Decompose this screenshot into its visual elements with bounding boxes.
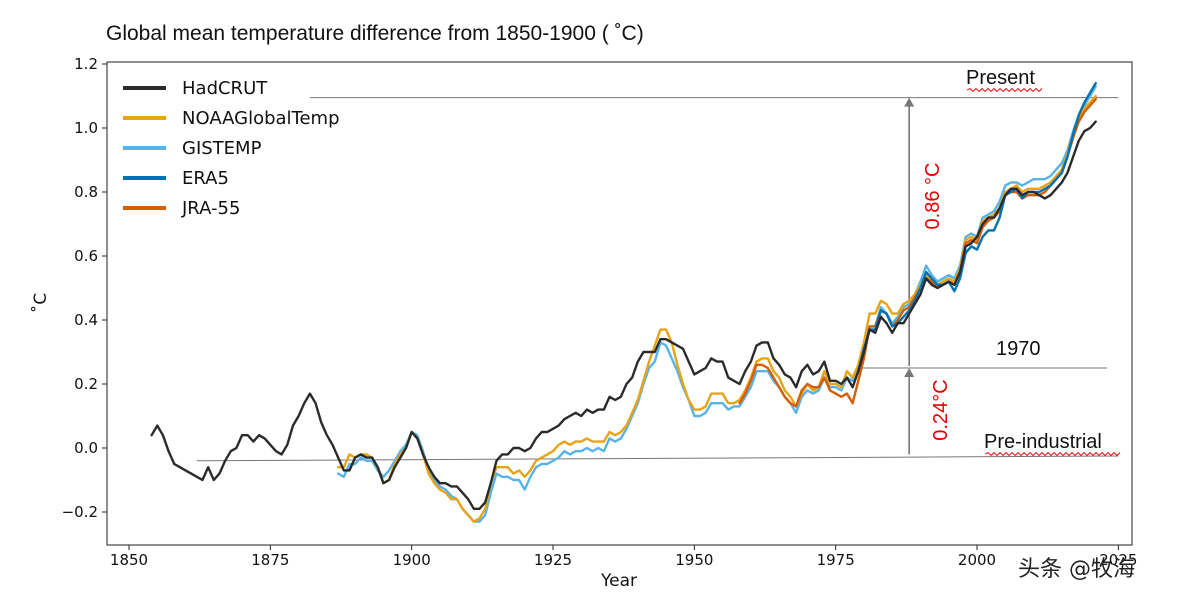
legend: HadCRUT NOAAGlobalTemp GISTEMP ERA5 JRA-55 bbox=[123, 78, 340, 219]
legend-label-gistemp: GISTEMP bbox=[182, 138, 262, 159]
legend-label-jra-55: JRA-55 bbox=[181, 198, 240, 219]
annotation-guides bbox=[196, 87, 1121, 462]
annotation-labels: Present 1970 Pre-industrial 0.86 °C 0.24… bbox=[922, 67, 1102, 453]
y-tick-label: 0.4 bbox=[74, 311, 98, 329]
x-tick-label: 1925 bbox=[534, 551, 572, 569]
series-layer bbox=[150, 82, 1097, 523]
y-tick-label: 0.6 bbox=[74, 247, 98, 265]
upper-arrow-head bbox=[904, 97, 915, 107]
chart-title: Global mean temperature difference from … bbox=[106, 22, 644, 45]
upper-difference-label: 0.86 °C bbox=[922, 163, 944, 230]
series-line-hadcrut bbox=[150, 120, 1097, 510]
y-axis-label: ˚C bbox=[30, 293, 51, 313]
series-line-noaaglobaltemp bbox=[336, 94, 1097, 523]
lower-arrow-head bbox=[904, 368, 915, 377]
x-tick-label: 1950 bbox=[675, 551, 713, 569]
legend-label-noaaglobaltemp: NOAAGlobalTemp bbox=[182, 108, 340, 129]
label-1970: 1970 bbox=[996, 338, 1041, 360]
present-spell-underline bbox=[966, 87, 1043, 93]
y-tick-label: 0.8 bbox=[74, 183, 98, 201]
legend-label-hadcrut: HadCRUT bbox=[182, 78, 268, 99]
watermark-text: 头条 @牧海 bbox=[1018, 557, 1135, 582]
x-tick-label: 1850 bbox=[110, 551, 148, 569]
x-tick-label: 1975 bbox=[817, 551, 855, 569]
series-line-jra-55 bbox=[738, 98, 1097, 408]
y-tick-label: 0.2 bbox=[74, 375, 98, 393]
y-axis-ticks: −0.2 0.0 0.2 0.4 0.6 0.8 1.0 1.2 bbox=[62, 55, 107, 521]
preindustrial-spell-underline bbox=[984, 451, 1121, 457]
y-tick-label: −0.2 bbox=[62, 503, 98, 521]
preindustrial-guide-line bbox=[196, 455, 1119, 462]
present-label: Present bbox=[966, 67, 1035, 89]
x-axis-label: Year bbox=[600, 571, 637, 591]
y-tick-label: 0.0 bbox=[74, 439, 98, 457]
x-tick-label: 2000 bbox=[958, 551, 996, 569]
y-tick-label: 1.0 bbox=[74, 119, 98, 137]
lower-difference-label: 0.24°C bbox=[930, 379, 952, 440]
x-tick-label: 1900 bbox=[393, 551, 431, 569]
x-tick-label: 1875 bbox=[251, 551, 289, 569]
y-tick-label: 1.2 bbox=[74, 55, 98, 73]
plot-frame bbox=[106, 61, 1133, 546]
x-axis-ticks: 1850 1875 1900 1925 1950 1975 2000 2025 bbox=[110, 545, 1137, 569]
preindustrial-label: Pre-industrial bbox=[984, 431, 1102, 453]
legend-label-era5: ERA5 bbox=[182, 168, 229, 189]
x-tick-label: 2025 bbox=[1099, 551, 1137, 569]
